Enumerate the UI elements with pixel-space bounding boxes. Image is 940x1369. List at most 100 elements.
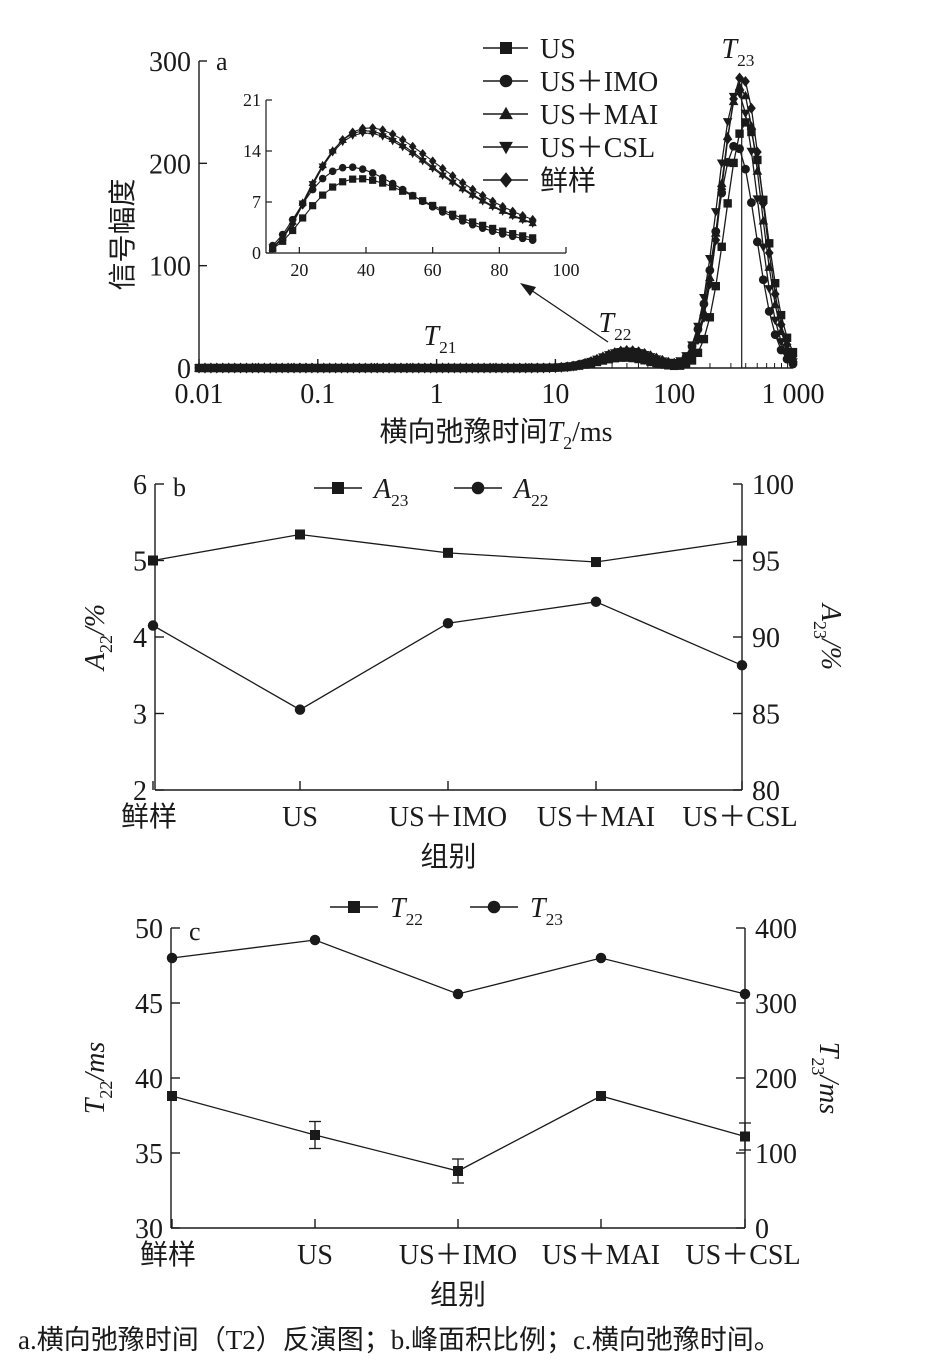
b-data-point [737,535,747,546]
inset-data-point [319,191,327,199]
a-data-point [354,362,364,374]
a-data-point [450,362,459,374]
c-left-tick-label: 30 [135,1214,163,1245]
a-data-point [420,362,430,374]
c-data-point [596,1091,606,1101]
inset-x-tick-label: 100 [553,260,580,280]
a-data-point [770,288,780,300]
inset-data-point [468,220,477,229]
a-data-point [426,362,436,374]
a-legend-label: US [540,34,576,65]
a-data-point [550,362,560,374]
a-series-line [199,121,794,369]
c-data-point [167,1091,177,1101]
b-legend-marker [471,481,485,495]
inset-data-point [418,158,427,166]
a-data-point [236,362,245,374]
b-series-A23 [148,529,747,568]
a-data-point [758,243,769,253]
a-x-label: 横向弛豫时间T2/ms [379,416,612,453]
a-data-point [699,311,709,323]
inset-data-point [448,171,457,181]
a-data-point [206,362,216,374]
a-data-point [699,294,709,303]
a-data-point [408,362,418,374]
inset-data-point [368,130,377,138]
c-data-point [595,952,607,964]
inset-data-point [328,146,337,156]
c-legend-marker [487,900,501,914]
a-legend-marker [500,42,512,54]
b-legend-label: A23 [372,474,408,510]
a-data-point [444,362,453,374]
inset-data-point [289,226,297,235]
inset-series-diamond [268,123,537,253]
inset-data-point [408,191,417,200]
b-right-tick-label: 100 [752,470,794,501]
c-legend-item: T23 [470,893,563,929]
a-data-point [438,362,447,374]
c-right-tick-label: 200 [755,1064,797,1095]
a-data-point [307,362,317,374]
a-data-point [699,334,709,344]
a-data-point [628,345,638,357]
a-data-point [746,147,757,157]
a-data-point [331,362,341,374]
inset-data-point [368,169,377,177]
a-data-point [710,208,721,217]
a-data-point [396,362,406,374]
a-data-point [711,234,721,246]
inset-data-point [478,198,487,206]
c-data-point [453,1166,463,1176]
b-series-A22 [147,596,748,715]
c-right-tick-label: 400 [755,914,797,945]
b-legend-item: A23 [314,474,408,510]
inset-data-point [518,216,527,225]
inset-data-point [348,163,357,171]
b-left-y-label: A22/% [80,604,116,672]
inset-data-point [318,162,327,172]
b-data-point [442,617,454,629]
c-legend-label: T23 [530,893,563,929]
a-data-point [253,362,263,374]
inset-data-point [528,214,537,225]
inset-data-point [398,143,407,152]
a-data-point [776,319,786,331]
a-legend-marker [499,106,513,120]
a-data-point [598,351,608,363]
a-data-point [461,362,471,374]
a-peak-label-t22: T22 [599,308,632,344]
inset-data-point [488,203,497,212]
inset-data-point [338,135,347,145]
a-data-point [723,199,732,208]
b-x-label: 组别 [420,841,476,873]
a-data-point [491,362,501,374]
inset-x-tick-label: 20 [290,260,308,280]
c-data-point [452,988,464,1000]
a-data-point [788,350,798,362]
inset-data-point [358,123,367,134]
b-x-tick-label: US＋CSL [682,802,797,833]
a-data-point [283,362,293,374]
a-data-point [556,361,566,373]
a-data-point [485,362,495,374]
a-data-point [325,362,335,374]
b-data-point [591,557,601,568]
inset-data-point [378,125,387,135]
a-data-point [782,333,792,342]
inset-data-point [299,214,307,222]
a-data-point [265,362,275,374]
figure-caption: a.横向弛豫时间（T2）反演图；b.峰面积比例；c.横向弛豫时间。 [18,1325,781,1355]
c-x-tick-label: US [297,1240,333,1271]
a-data-point [366,362,376,374]
a-inset-arrowhead [520,283,536,296]
a-legend-marker [499,74,513,88]
b-x-tick-label: US＋IMO [389,802,507,833]
a-data-point [681,354,691,366]
a-data-point [705,272,715,282]
c-legend-marker [348,901,360,913]
a-data-point [741,118,750,127]
c-left-y-label: T22/ms [80,1042,116,1115]
b-x-tick-label: US [282,802,318,833]
b-right-tick-label: 80 [752,776,780,807]
